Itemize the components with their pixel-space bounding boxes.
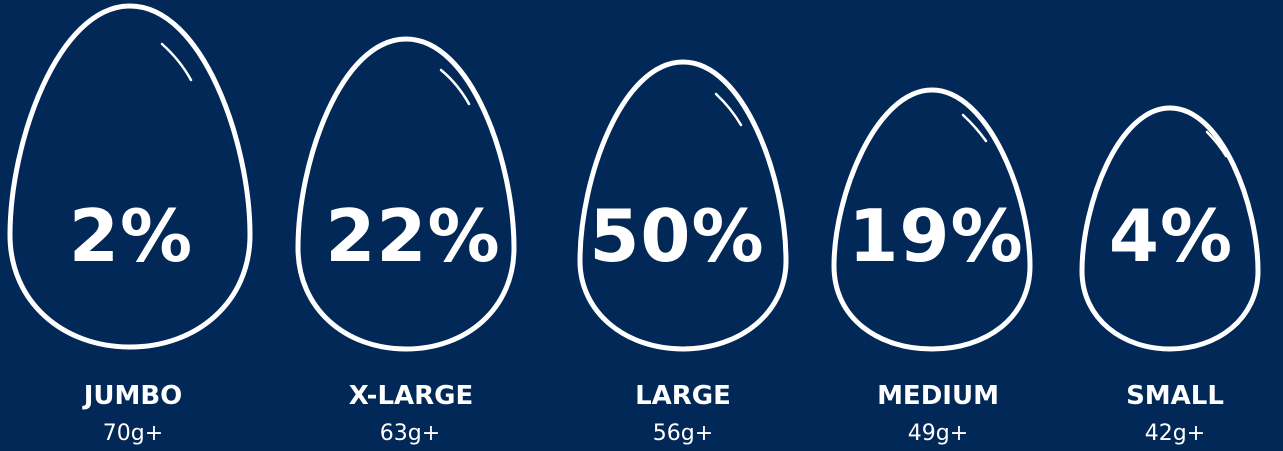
egg-medium: [831, 87, 1033, 352]
weight-small: 42g+: [1144, 421, 1206, 446]
weight-medium: 49g+: [907, 421, 969, 446]
egg-outline-icon: [577, 59, 789, 352]
egg-large: [577, 59, 789, 352]
percent-large: 50%: [589, 194, 765, 278]
size-label-x-large: X-LARGE: [348, 381, 474, 411]
weight-large: 56g+: [652, 421, 714, 446]
egg-shine-icon: [1205, 130, 1228, 158]
percent-small: 4%: [1108, 194, 1234, 278]
egg-small: [1079, 105, 1261, 352]
weight-jumbo: 70g+: [102, 421, 164, 446]
egg-shine-icon: [439, 68, 471, 106]
size-label-small: SMALL: [1126, 381, 1224, 411]
size-label-medium: MEDIUM: [877, 381, 999, 411]
egg-outline-icon: [7, 3, 253, 350]
percent-x-large: 22%: [325, 194, 501, 278]
egg-outline-icon: [831, 87, 1033, 352]
egg-shine-icon: [714, 92, 743, 127]
percent-jumbo: 2%: [68, 194, 194, 278]
size-label-large: LARGE: [635, 381, 731, 411]
egg-shine-icon: [160, 42, 193, 82]
egg-outline-icon: [1079, 105, 1261, 352]
weight-x-large: 63g+: [379, 421, 441, 446]
egg-shine-icon: [961, 113, 988, 143]
percent-medium: 19%: [848, 194, 1024, 278]
egg-jumbo: [7, 3, 253, 350]
egg-outline-icon: [295, 36, 517, 352]
egg-x-large: [295, 36, 517, 352]
size-label-jumbo: JUMBO: [83, 381, 183, 411]
